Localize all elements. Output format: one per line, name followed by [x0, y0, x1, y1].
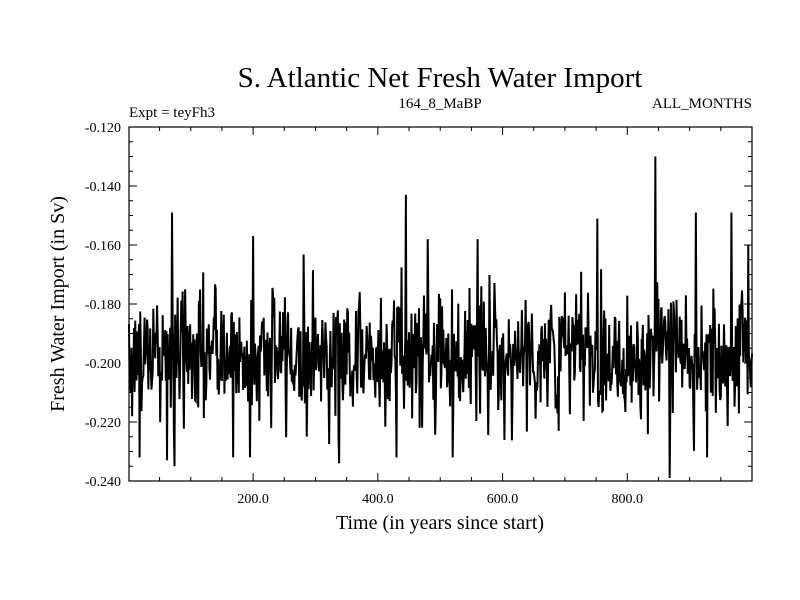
- period-label: 164_8_MaBP: [398, 96, 481, 112]
- x-axis-label: Time (in years since start): [336, 512, 544, 534]
- series-line-fresh-water-import: [128, 156, 753, 479]
- y-axis-label: Fresh Water Import (in Sv): [47, 196, 69, 412]
- x-tick-label: 200.0: [237, 492, 269, 507]
- months-label: ALL_MONTHS: [652, 96, 752, 112]
- x-tick-label: 800.0: [612, 492, 644, 507]
- chart-title: S. Atlantic Net Fresh Water Import: [238, 62, 643, 94]
- y-tick-label: -0.240: [85, 475, 121, 490]
- x-tick-label: 600.0: [487, 492, 519, 507]
- y-axis: -0.120 -0.140 -0.160 -0.180 -0.200 -0.220 -0.2…: [85, 121, 752, 490]
- x-axis: 200.0 400.0 600.0 800.0: [159, 127, 722, 507]
- y-tick-label: -0.160: [85, 239, 121, 254]
- experiment-label: Expt = teyFh3: [129, 105, 215, 121]
- y-tick-label: -0.200: [85, 357, 121, 372]
- y-tick-label: -0.180: [85, 298, 121, 313]
- plot-area: [128, 126, 753, 482]
- y-tick-label: -0.140: [85, 180, 121, 195]
- x-tick-label: 400.0: [362, 492, 394, 507]
- y-tick-label: -0.220: [85, 416, 121, 431]
- y-tick-label: -0.120: [85, 121, 121, 136]
